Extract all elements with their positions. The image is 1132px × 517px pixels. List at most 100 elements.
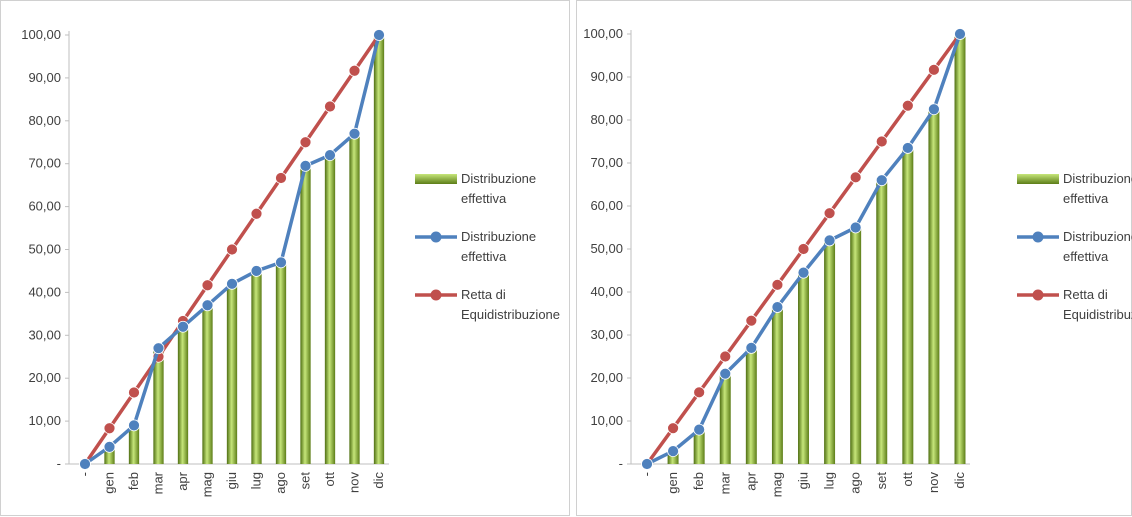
x-tick-label: gen bbox=[665, 472, 680, 494]
series-point bbox=[250, 265, 263, 277]
y-tick-label: 70,00 bbox=[28, 156, 61, 171]
y-tick-label: 40,00 bbox=[590, 284, 623, 299]
x-tick-label: gen bbox=[102, 472, 117, 494]
series-point bbox=[901, 142, 914, 154]
series-point bbox=[103, 422, 116, 435]
chart-panel-left: - 10,00 20,00 30,00 40,00 50,00 60,00 70,00 80,0… bbox=[0, 0, 570, 516]
x-tick-label: giu bbox=[224, 472, 239, 489]
bar-giu bbox=[226, 283, 238, 464]
x-tick-label: feb bbox=[126, 472, 141, 490]
legend-label-line: Retta di bbox=[461, 287, 506, 302]
series-point bbox=[719, 367, 732, 380]
series-point bbox=[201, 299, 214, 312]
series-point bbox=[849, 221, 862, 234]
x-tick-label: ago bbox=[273, 472, 288, 494]
x-tick-label: nov bbox=[926, 472, 941, 493]
y-tick-label: 10,00 bbox=[590, 413, 623, 428]
series-point bbox=[719, 350, 732, 363]
legend-label: Retta di Equidistribuzione bbox=[461, 287, 560, 322]
y-tick-label: 40,00 bbox=[28, 284, 61, 299]
y-tick-label: 80,00 bbox=[28, 113, 61, 128]
bar-lug bbox=[251, 270, 262, 464]
legend-label-line: effettiva bbox=[1063, 249, 1109, 264]
x-tick-label: nov bbox=[347, 472, 362, 493]
y-tick-label: 100,00 bbox=[21, 27, 61, 42]
series-point bbox=[79, 458, 91, 470]
series-point bbox=[771, 301, 784, 313]
series-point bbox=[201, 279, 214, 292]
legend-label-line: Distribuzione bbox=[461, 171, 536, 186]
x-tick-label: mag bbox=[769, 472, 784, 497]
legend-label: Distribuzione effettiva bbox=[461, 229, 536, 264]
bar-ott bbox=[902, 147, 914, 464]
legend-label: Retta di Equidistribuzione bbox=[1063, 287, 1132, 322]
series-point bbox=[875, 135, 888, 148]
y-tick-label: 60,00 bbox=[28, 199, 61, 214]
series-point bbox=[797, 266, 810, 279]
legend-label-line: Equidistribuzione bbox=[461, 307, 560, 322]
bar-nov bbox=[928, 109, 940, 464]
series-point bbox=[667, 422, 679, 435]
series-point bbox=[103, 440, 116, 453]
y-tick-label: 20,00 bbox=[590, 370, 623, 385]
x-tick-label: feb bbox=[691, 472, 706, 490]
bar-mar bbox=[719, 373, 731, 464]
series-point bbox=[693, 423, 706, 436]
series-point bbox=[797, 243, 810, 255]
series-point bbox=[849, 171, 862, 184]
x-tick-label: mar bbox=[717, 471, 732, 494]
legend-label-line: Equidistribuzione bbox=[1063, 307, 1132, 322]
series-point bbox=[152, 342, 165, 355]
y-tick-label: - bbox=[57, 456, 61, 471]
legend-swatch-marker bbox=[1032, 289, 1044, 301]
x-tick-label: dic bbox=[371, 472, 386, 489]
bar-mar bbox=[153, 348, 164, 464]
y-tick-label: 80,00 bbox=[590, 112, 623, 127]
bar-feb bbox=[128, 425, 140, 464]
y-tick-label: 100,00 bbox=[583, 26, 623, 41]
chart-svg: - 10,00 20,00 30,00 40,00 50,00 60,00 70,00 80,0… bbox=[583, 26, 1132, 497]
series-point bbox=[771, 278, 784, 291]
series-point bbox=[128, 419, 140, 432]
bar-dic bbox=[954, 34, 966, 464]
x-tick-label: lug bbox=[249, 472, 264, 489]
x-tick-label: ott bbox=[322, 472, 337, 487]
x-tick-label: apr bbox=[175, 471, 190, 490]
bar-mag bbox=[771, 307, 783, 464]
y-tick-label: 90,00 bbox=[28, 70, 61, 85]
bar-ago bbox=[850, 227, 862, 464]
series-point bbox=[177, 320, 189, 333]
legend-label: Distribuzione effettiva bbox=[1063, 171, 1132, 206]
x-tick-label: - bbox=[77, 472, 92, 476]
series-point bbox=[745, 314, 758, 327]
y-tick-label: 50,00 bbox=[28, 242, 61, 257]
legend-label-line: effettiva bbox=[1063, 191, 1109, 206]
x-tick-label: mar bbox=[151, 471, 166, 494]
y-tick-label: 50,00 bbox=[590, 241, 623, 256]
series-point bbox=[823, 234, 836, 247]
legend-swatch-marker bbox=[1032, 231, 1044, 243]
legend-label: Distribuzione effettiva bbox=[1063, 229, 1132, 264]
x-tick-label: ott bbox=[900, 472, 915, 487]
x-tick-label: ago bbox=[848, 472, 863, 494]
x-tick-label: - bbox=[639, 472, 654, 476]
legend-swatch-marker bbox=[430, 289, 442, 301]
y-tick-label: - bbox=[619, 456, 623, 471]
legend-label-line: Distribuzione bbox=[1063, 171, 1132, 186]
series-point bbox=[250, 207, 263, 220]
y-tick-label: 60,00 bbox=[590, 198, 623, 213]
series-point bbox=[299, 159, 312, 172]
x-tick-label: dic bbox=[952, 472, 967, 489]
y-tick-label: 20,00 bbox=[28, 370, 61, 385]
series-point bbox=[745, 341, 758, 354]
legend-label: Distribuzione effettiva bbox=[461, 171, 536, 206]
legend-label-line: Distribuzione bbox=[461, 229, 536, 244]
series-point bbox=[693, 386, 706, 399]
bar-apr bbox=[745, 347, 757, 464]
y-tick-label: 30,00 bbox=[590, 327, 623, 342]
y-tick-label: 30,00 bbox=[28, 327, 61, 342]
bar-gen bbox=[667, 451, 679, 464]
legend-label-line: effettiva bbox=[461, 191, 507, 206]
x-tick-label: set bbox=[874, 472, 889, 490]
bar-nov bbox=[349, 133, 360, 465]
